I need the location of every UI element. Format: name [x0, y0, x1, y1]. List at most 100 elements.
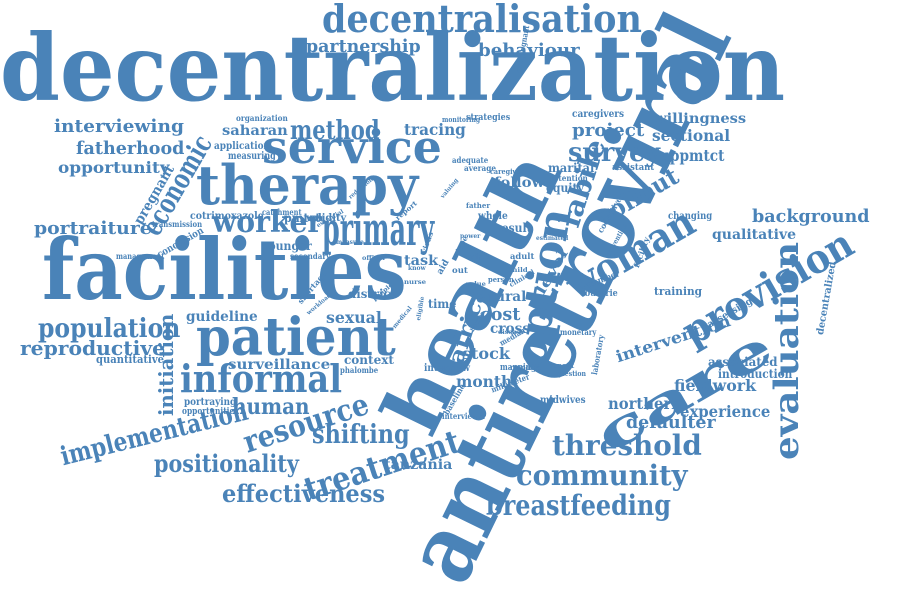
word: valuing	[439, 177, 460, 200]
word: reproductive	[20, 336, 166, 360]
word: application	[214, 141, 271, 152]
word: question	[556, 369, 587, 378]
word: retention	[550, 173, 588, 183]
word: associated	[708, 355, 778, 369]
word: decentralization	[0, 14, 786, 122]
word: willingness	[654, 111, 747, 127]
word: stock	[462, 344, 510, 363]
word: management	[116, 251, 165, 261]
word: value	[466, 281, 486, 288]
word: breastfeeding	[486, 489, 671, 522]
word: cotrimoxazole	[190, 211, 264, 222]
word: threshold	[552, 429, 702, 462]
word: opportunities	[182, 407, 239, 417]
word: interviewer	[442, 411, 486, 421]
word: person	[488, 275, 514, 284]
word: cost	[480, 304, 521, 325]
word: population	[38, 314, 181, 344]
word: disease	[498, 329, 524, 336]
word: service	[262, 120, 442, 174]
word: sexual	[326, 308, 382, 327]
word: measure	[336, 239, 364, 246]
word: tanzania	[384, 457, 453, 473]
word: portraying	[184, 397, 237, 408]
word: average	[464, 163, 497, 173]
word: strategies	[466, 113, 511, 123]
word: informal	[180, 356, 342, 401]
word: rural	[488, 289, 527, 305]
word: organization	[236, 113, 288, 123]
word: method	[290, 116, 380, 146]
word: facilities	[42, 220, 407, 319]
word: validity	[306, 213, 347, 224]
word: defaulter	[626, 412, 716, 433]
word: mapping	[500, 363, 537, 373]
word: benefit	[548, 361, 575, 370]
word: worker	[212, 205, 323, 240]
word: interviewing	[54, 116, 184, 137]
word: catchment	[262, 207, 302, 217]
word: opportunity	[58, 158, 170, 177]
word: midwives	[540, 395, 586, 406]
word: father	[466, 201, 491, 210]
word: out	[452, 265, 468, 275]
word: northern	[608, 394, 682, 413]
word: sectional	[652, 126, 731, 145]
word: whole	[478, 211, 508, 222]
word: patient	[196, 307, 396, 368]
word: fatherhood	[76, 138, 185, 159]
word: marital	[548, 161, 595, 175]
word: tracing	[404, 120, 466, 139]
word: assistant	[612, 163, 655, 173]
word: guideline	[186, 309, 258, 325]
word: decentralisation	[322, 0, 642, 41]
word: quantitative	[96, 353, 164, 366]
word: child	[508, 267, 528, 274]
word: cross	[490, 321, 531, 337]
word: interview	[424, 363, 470, 374]
word: adult	[510, 251, 535, 261]
word: officer	[362, 255, 386, 262]
word: context	[344, 353, 394, 367]
word: measuring	[228, 151, 276, 162]
word: power	[460, 233, 481, 240]
word: changing	[668, 211, 713, 222]
word: task	[404, 253, 439, 269]
word: secondary	[290, 251, 331, 261]
word: result	[496, 221, 532, 235]
word: caregiver	[490, 167, 524, 176]
word: month	[456, 372, 513, 391]
word: caregivers	[572, 109, 625, 120]
word: response	[510, 363, 543, 372]
word: phalombe	[340, 365, 379, 375]
word: saharan	[222, 123, 288, 139]
word: experience	[680, 402, 771, 421]
word: adequate	[452, 155, 489, 165]
word: portraiture	[34, 218, 152, 239]
word: training	[654, 285, 703, 298]
word: primary	[322, 202, 435, 256]
word: district	[348, 287, 397, 301]
word: qualitative	[712, 227, 797, 243]
word: survey	[568, 138, 661, 168]
word: nurse	[404, 279, 427, 286]
word: human	[232, 394, 310, 420]
word: uppmtct	[660, 146, 725, 165]
word: effectiveness	[222, 479, 386, 508]
word: partnership	[306, 36, 421, 57]
word: estimated	[536, 235, 569, 242]
word: know	[408, 265, 426, 272]
word: community	[516, 459, 688, 492]
word: project	[572, 120, 645, 141]
word: time	[428, 297, 457, 311]
word: evaluation	[767, 241, 807, 460]
word: fieldwork	[674, 376, 757, 395]
word: background	[752, 206, 870, 227]
word: transmission	[152, 219, 203, 229]
word: pmtct	[284, 211, 321, 225]
word: countrie	[580, 289, 618, 299]
word: monitoring	[442, 115, 481, 124]
word: risk	[470, 253, 491, 263]
word: follow	[494, 175, 545, 191]
